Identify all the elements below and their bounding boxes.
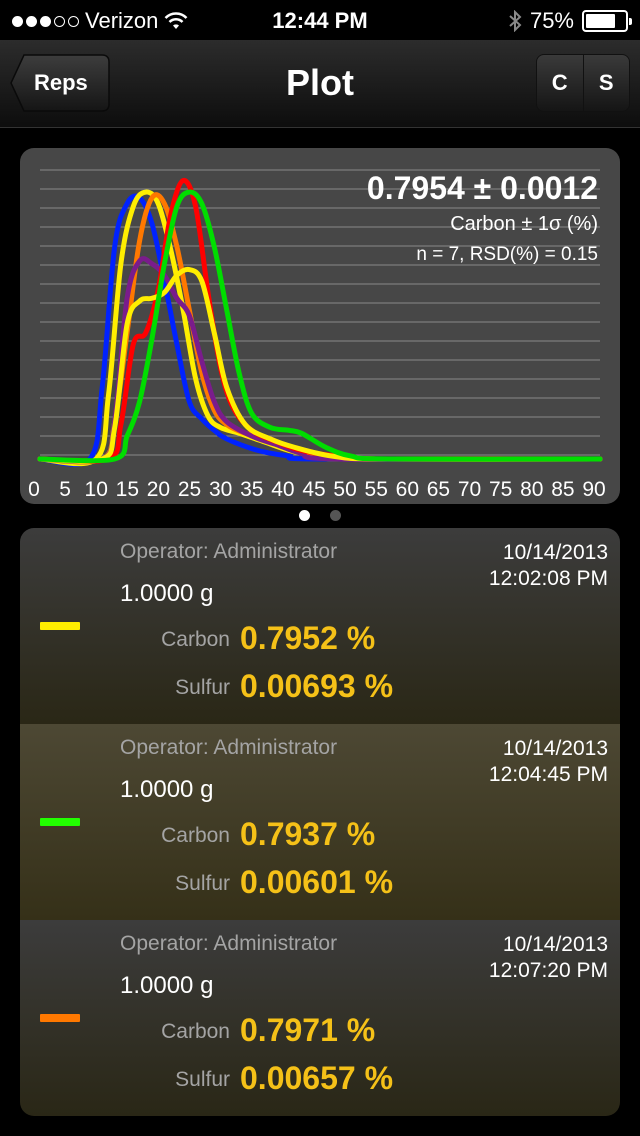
carrier-label: Verizon [85,8,159,33]
series-color-swatch [40,622,80,630]
series-line-1 [37,193,603,467]
result-date: 10/14/2013 [502,541,608,564]
x-tick-label: 45 [302,478,325,501]
operator-label: Operator: Administrator [120,540,338,563]
back-button-label: Reps [34,70,88,95]
result-time: 12:07:20 PM [488,959,608,982]
results-list: Operator: Administrator 1.0000 g 10/14/2… [20,528,620,1116]
sulfur-label: Sulfur [175,676,230,699]
result-row[interactable]: Operator: Administrator 1.0000 g 10/14/2… [20,920,620,1116]
x-tick-label: 50 [333,478,356,501]
x-tick-label: 70 [458,478,481,501]
result-date: 10/14/2013 [502,933,608,956]
plot-card[interactable]: 0 5 10 15 20 25 30 35 40 45 50 55 60 65 70 75 80 85 90 0.7… [20,148,620,504]
wifi-icon [164,12,188,29]
result-timestamp: 10/14/2013 12:02:08 PM [489,540,608,592]
series-line-6 [37,266,603,464]
result-date: 10/14/2013 [502,737,608,760]
carbon-value: 0.7952 % [240,620,376,656]
sample-mass: 1.0000 g [120,580,214,607]
sulfur-label: Sulfur [175,872,230,895]
x-tick-label: 25 [178,478,201,501]
page-dot-1 [299,510,310,521]
sample-mass: 1.0000 g [120,776,214,803]
page-indicator[interactable] [0,510,640,521]
sample-mass: 1.0000 g [120,972,214,999]
result-time: 12:04:45 PM [488,763,608,786]
sulfur-toggle-button[interactable]: S [582,55,630,111]
replicate-summary: n = 7, RSD(%) = 0.15 [416,244,598,265]
carbon-label: Carbon [161,628,230,651]
x-tick-label: 75 [489,478,512,501]
x-tick-label: 15 [116,478,139,501]
page-dot-2 [330,510,341,521]
x-tick-label: 80 [520,478,543,501]
stats-overlay: 0.7954 ± 0.0012 Carbon ± 1σ (%) n = 7, R… [367,170,598,266]
carrier-group: Verizon [12,8,188,34]
battery-percent: 75% [529,8,574,33]
x-tick-label: 35 [240,478,263,501]
operator-label: Operator: Administrator [120,932,338,955]
carbon-label: Carbon [161,824,230,847]
element-selector: C S [536,54,630,112]
result-row[interactable]: Operator: Administrator 1.0000 g 10/14/2… [20,528,620,724]
x-tick-label: 65 [427,478,450,501]
page-title: Plot [286,62,354,103]
series-color-swatch [40,818,80,826]
operator-label: Operator: Administrator [120,736,338,759]
back-button-shape [10,54,110,112]
carbon-label: Carbon [161,1020,230,1043]
signal-strength-icon [12,15,79,27]
status-right: 75% [508,8,632,34]
result-row[interactable]: Operator: Administrator 1.0000 g 10/14/2… [20,724,620,920]
carbon-value: 0.7937 % [240,816,376,852]
carbon-mean-label: Carbon ± 1σ (%) [450,213,598,235]
series-line-7 [37,189,603,464]
curve-chart: 0 5 10 15 20 25 30 35 40 45 50 55 60 65 70 75 80 85 90 [28,169,606,501]
result-timestamp: 10/14/2013 12:04:45 PM [489,736,608,788]
x-tick-label: 85 [551,478,574,501]
sulfur-label: Sulfur [175,1068,230,1091]
bluetooth-icon [509,10,522,32]
x-tick-label: 0 [28,478,40,501]
sulfur-value: 0.00657 % [240,1060,394,1096]
carbon-value: 0.7971 % [240,1012,376,1048]
x-tick-label: 40 [271,478,294,501]
x-tick-label: 30 [209,478,232,501]
x-tick-label: 20 [147,478,170,501]
back-button[interactable]: Reps [10,54,110,112]
carbon-toggle-button[interactable]: C [551,70,568,95]
x-tick-label: 90 [582,478,605,501]
x-tick-label: 60 [396,478,419,501]
sulfur-value: 0.00693 % [240,668,394,704]
result-time: 12:02:08 PM [488,567,608,590]
battery-icon [582,10,632,32]
carbon-mean-value: 0.7954 ± 0.0012 [366,170,598,206]
x-tick-label: 55 [365,478,388,501]
series-color-swatch [40,1014,80,1022]
navigation-bar: Reps Plot C S [0,40,640,128]
status-bar: Verizon 12:44 PM 75% [0,0,640,40]
x-tick-label: 5 [59,478,71,501]
sulfur-value: 0.00601 % [240,864,394,900]
result-timestamp: 10/14/2013 12:07:20 PM [489,932,608,984]
x-tick-label: 10 [85,478,108,501]
